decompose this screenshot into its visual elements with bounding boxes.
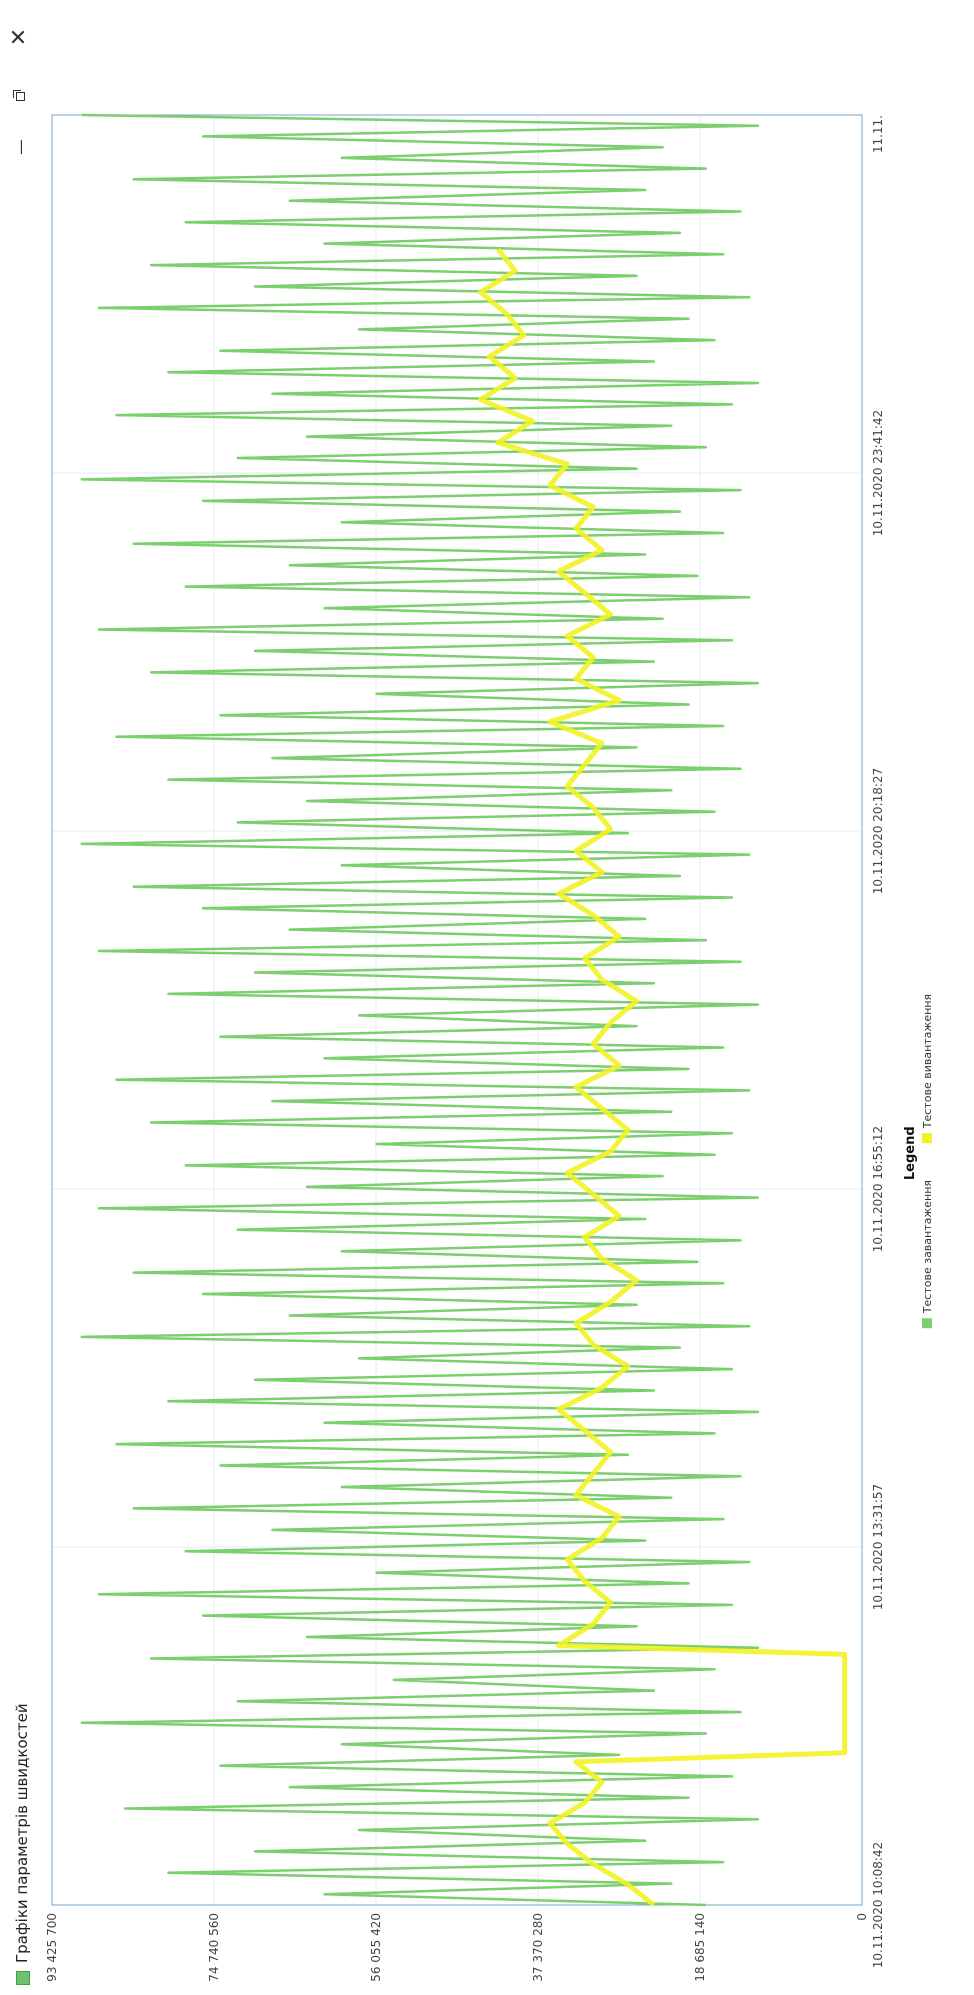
legend: Legend Тестове завантаження Тестове вива… <box>903 994 934 1329</box>
chart-app-icon <box>16 1971 30 1985</box>
y-axis: 0 18 685 140 37 370 280 56 055 420 74 740 56… <box>45 1913 869 1982</box>
y-tick-label: 56 055 420 <box>369 1913 383 1982</box>
minimize-icon: — <box>10 139 30 155</box>
y-tick-label: 0 <box>855 1913 869 1921</box>
legend-swatch-series-2 <box>922 1133 932 1144</box>
legend-label-series-1: Тестове завантаження <box>921 1180 934 1314</box>
restore-icon <box>15 92 25 102</box>
series-line-2 <box>478 247 848 1907</box>
y-tick-label: 37 370 280 <box>531 1913 545 1982</box>
x-tick-label: 10.11.2020 23:41:42 <box>871 410 885 536</box>
x-axis: 10.11.2020 10:08:42 10.11.2020 13:31:57 10… <box>871 115 885 1968</box>
x-tick-label: 10.11.2020 13:31:57 <box>871 1484 885 1610</box>
close-button[interactable]: ✕ <box>4 17 36 57</box>
series-line-1 <box>80 113 760 1907</box>
title-bar[interactable]: Графіки параметрів швидкостей — ✕ <box>0 0 40 1995</box>
y-tick-label: 93 425 700 <box>45 1913 59 1982</box>
legend-swatch-series-1 <box>922 1318 932 1329</box>
minimize-button[interactable]: — <box>4 127 36 167</box>
legend-title: Legend <box>903 1126 918 1180</box>
x-tick-label: 10.11.2020 16:55:12 <box>871 1126 885 1252</box>
y-tick-label: 18 685 140 <box>693 1913 707 1982</box>
speed-chart[interactable]: 0 18 685 140 37 370 280 56 055 420 74 740 56… <box>40 0 974 1995</box>
legend-label-series-2: Тестове вивантаження <box>921 994 934 1129</box>
maximize-button[interactable] <box>4 77 36 117</box>
close-icon: ✕ <box>7 27 32 47</box>
x-tick-label: 10.11.2020 10:08:42 <box>871 1842 885 1968</box>
plot-area <box>51 114 863 1906</box>
window-title: Графіки параметрів швидкостей <box>13 1703 31 1963</box>
x-tick-label: 11.11. <box>871 115 885 153</box>
y-tick-label: 74 740 560 <box>207 1913 221 1982</box>
series-layer <box>80 113 848 1907</box>
x-tick-label: 10.11.2020 20:18:27 <box>871 768 885 894</box>
